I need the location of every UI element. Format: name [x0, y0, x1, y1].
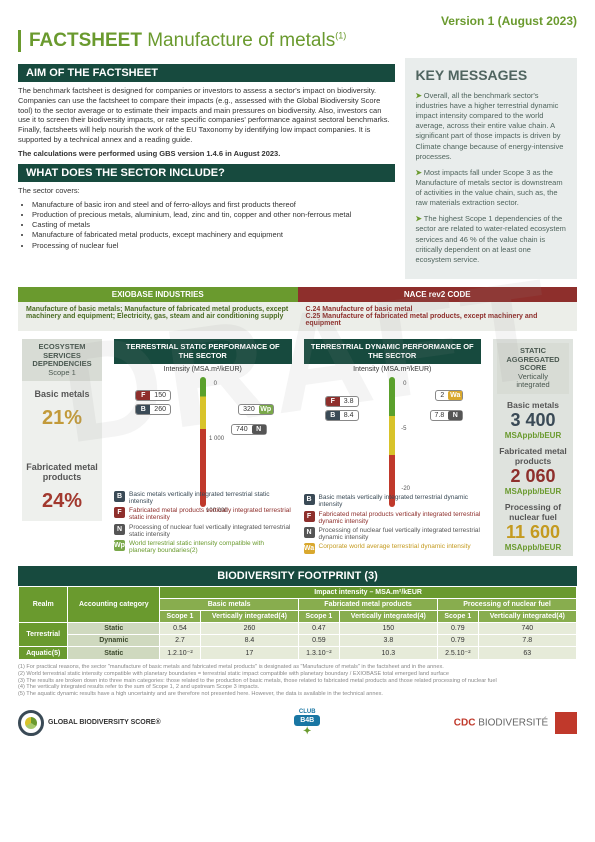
key-item: ➤Overall, all the benchmark sector's ind…	[415, 91, 567, 162]
th-realm: Realm	[19, 587, 68, 623]
exiobase-text: Manufacture of basic metals; Manufacture…	[18, 302, 298, 331]
gauge-dynamic	[389, 377, 395, 507]
page-title: FACTSHEET Manufacture of metals(1)	[29, 30, 346, 51]
tab-nace: NACE rev2 CODE	[298, 287, 578, 302]
key-item: ➤Most impacts fall under Scope 3 as the …	[415, 168, 567, 209]
sector-heading: WHAT DOES THE SECTOR INCLUDE?	[18, 164, 395, 182]
sector-intro: The sector covers:	[18, 186, 395, 196]
legend-static: BBasic metals vertically integrated terr…	[114, 491, 292, 556]
key-messages-box: KEY MESSAGES ➤Overall, all the benchmark…	[405, 58, 577, 279]
gauge-static	[200, 377, 206, 507]
tick: -5	[401, 426, 406, 432]
eco-bm-value: 21%	[24, 407, 100, 430]
list-item: Processing of nuclear fuel	[32, 241, 395, 251]
aim-calc: The calculations were performed using GB…	[18, 149, 395, 159]
aim-body: The benchmark factsheet is designed for …	[18, 86, 395, 145]
key-item: ➤The highest Scope 1 dependencies of the…	[415, 214, 567, 265]
aim-heading: AIM OF THE FACTSHEET	[18, 64, 395, 82]
static-perf-head: TERRESTRIAL STATIC PERFORMANCE OF THE SE…	[114, 339, 292, 364]
list-item: Manufacture of fabricated metal products…	[32, 230, 395, 240]
tick: 1 000	[209, 436, 224, 442]
title-prefix: FACTSHEET	[29, 30, 147, 51]
th-acct: Accounting category	[68, 587, 160, 623]
nace-text: C.24 Manufacture of basic metalC.25 Manu…	[298, 302, 578, 331]
title-block: FACTSHEET Manufacture of metals(1)	[18, 30, 577, 52]
list-item: Manufacture of basic iron and steel and …	[32, 200, 395, 210]
key-title: KEY MESSAGES	[415, 66, 567, 85]
square-icon	[555, 712, 577, 734]
list-item: Production of precious metals, aluminium…	[32, 210, 395, 220]
tick: 0	[403, 381, 406, 387]
aggregated-panel: STATIC AGGREGATED SCOREVertically integr…	[493, 339, 573, 556]
th: Processing of nuclear fuel	[438, 599, 577, 611]
intensity-label: Intensity (MSA.m²/kEUR)	[304, 366, 482, 373]
gbs-icon	[18, 710, 44, 736]
title-note: (1)	[335, 31, 346, 41]
th: Fabricated metal products	[299, 599, 438, 611]
eco-fp-value: 24%	[24, 490, 100, 513]
industry-tabs: EXIOBASE INDUSTRIES NACE rev2 CODE	[18, 287, 577, 302]
intensity-label: Intensity (MSA.m²/kEUR)	[114, 366, 292, 373]
b4b-logo: CLUB B4B ✦	[294, 709, 320, 737]
industry-body: Manufacture of basic metals; Manufacture…	[18, 302, 577, 331]
tick: -20	[401, 486, 410, 492]
tab-exiobase: EXIOBASE INDUSTRIES	[18, 287, 298, 302]
cdc-logo: CDC BIODIVERSITÉ	[454, 712, 577, 734]
title-main: Manufacture of metals	[147, 30, 335, 51]
logo-row: GLOBAL BIODIVERSITY SCORE® CLUB B4B ✦ CD…	[18, 706, 577, 740]
th-impact: Impact intensity – MSA.m²/kEUR	[160, 587, 577, 599]
tick: 0	[214, 381, 217, 387]
legend-dynamic: BBasic metals vertically integrated terr…	[304, 494, 482, 556]
eco-body: Basic metals 21% Fabricated metal produc…	[22, 381, 102, 521]
static-chart: Intensity (MSA.m²/kEUR) 0 1 000 100 000 …	[114, 366, 292, 556]
dynamic-chart: Intensity (MSA.m²/kEUR) 0 -5 -20 F3.8 B8…	[304, 366, 482, 556]
sector-list: Manufacture of basic iron and steel and …	[18, 200, 395, 251]
eco-heading: ECOSYSTEM SERVICES DEPENDENCIESScope 1	[22, 339, 102, 382]
version-label: Version 1 (August 2023)	[18, 14, 577, 28]
gbs-logo: GLOBAL BIODIVERSITY SCORE®	[18, 710, 161, 736]
footprint-heading: BIODIVERSITY FOOTPRINT (3)	[18, 566, 577, 586]
dynamic-perf-head: TERRESTRIAL DYNAMIC PERFORMANCE OF THE S…	[304, 339, 482, 364]
eco-fp-label: Fabricated metal products	[24, 462, 100, 482]
eco-bm-label: Basic metals	[24, 389, 100, 399]
th: Basic metals	[160, 599, 299, 611]
footprint-table: Realm Accounting category Impact intensi…	[18, 586, 577, 660]
list-item: Casting of metals	[32, 220, 395, 230]
footnotes: (1) For practical reasons, the sector "m…	[18, 664, 577, 698]
